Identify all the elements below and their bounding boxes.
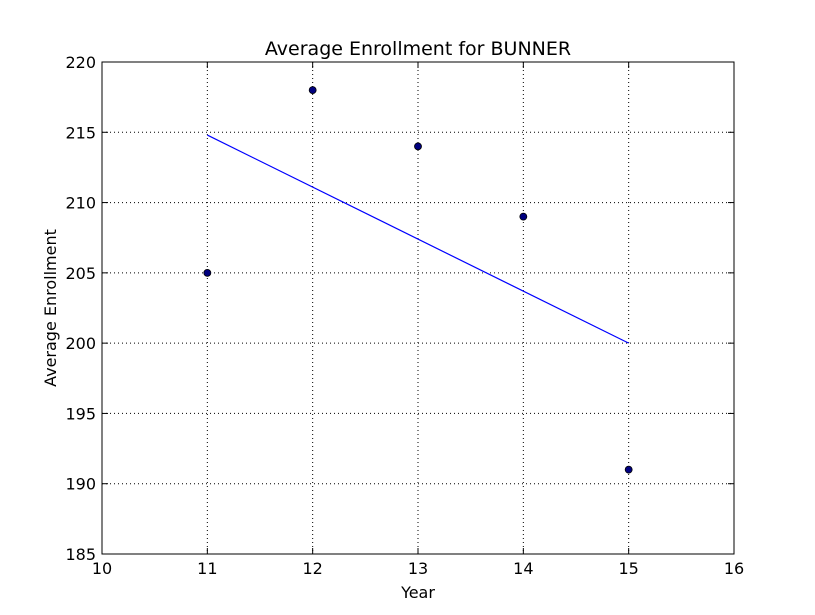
x-tick-label: 14: [513, 559, 533, 578]
y-tick-label: 195: [65, 404, 96, 423]
y-tick-label: 210: [65, 194, 96, 213]
x-axis-label: Year: [400, 583, 435, 602]
y-tick-label: 205: [65, 264, 96, 283]
data-point: [624, 465, 633, 474]
trend-line: [207, 134, 629, 344]
x-tick-label: 13: [408, 559, 428, 578]
x-tick-label: 12: [302, 559, 322, 578]
data-point: [308, 86, 317, 95]
x-tick-label: 15: [618, 559, 638, 578]
y-tick-label: 190: [65, 475, 96, 494]
trend-layer: [207, 134, 629, 344]
data-point: [414, 142, 422, 151]
y-tick-label: 185: [65, 545, 96, 564]
x-tick-label: 16: [724, 559, 744, 578]
x-tick-label: 10: [92, 559, 112, 578]
tick-layer: 10 11 12 13 14 15 16 185 190 195 200 205 210 215 220: [65, 53, 744, 578]
data-point: [519, 212, 528, 221]
y-axis-label: Average Enrollment: [41, 229, 60, 387]
y-tick-label: 215: [65, 123, 96, 142]
grid-layer: [101, 61, 735, 555]
y-tick-label: 220: [65, 53, 96, 72]
data-point: [203, 268, 212, 277]
chart-title: Average Enrollment for BUNNER: [265, 38, 571, 60]
points-layer: [203, 86, 633, 474]
y-tick-label: 200: [65, 334, 96, 353]
x-tick-label: 11: [197, 559, 217, 578]
plot-frame: [101, 61, 735, 555]
